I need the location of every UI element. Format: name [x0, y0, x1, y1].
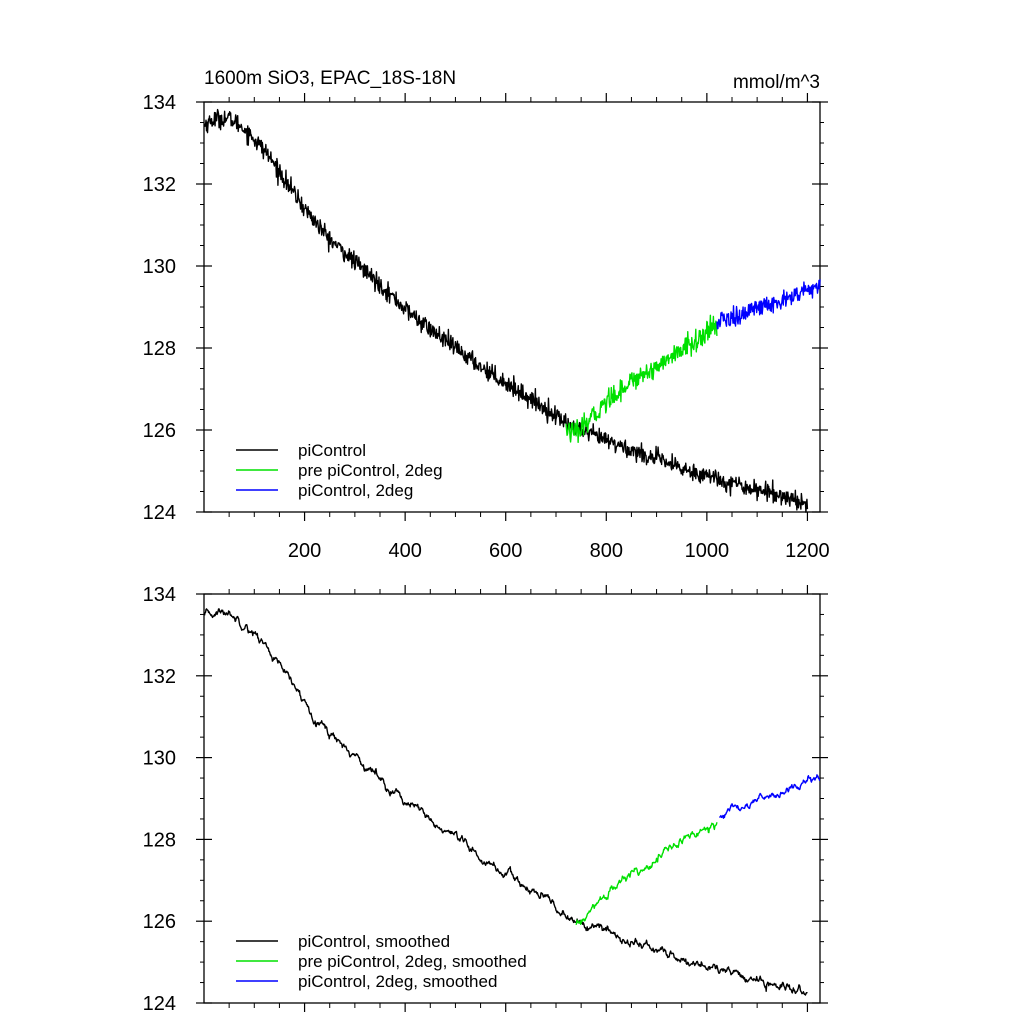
- y-tick-label: 126: [143, 420, 176, 442]
- x-tick-label: 600: [489, 540, 522, 562]
- y-tick-label: 124: [143, 502, 176, 524]
- series-line-1: [565, 314, 718, 444]
- bottom-panel: 124 126 128 130 132 134 piControl, smoothedpre…: [143, 584, 828, 1015]
- legend-label: piControl, smoothed: [298, 932, 450, 951]
- x-tick-label: 1000: [685, 540, 730, 562]
- y-tick-label: 130: [143, 748, 176, 770]
- series-line-2: [716, 279, 821, 330]
- legend-label: piControl, 2deg: [298, 481, 413, 500]
- series-line-1: [575, 822, 718, 926]
- x-tick-label: 800: [590, 540, 623, 562]
- legend-label: pre piControl, 2deg: [298, 461, 443, 480]
- y-tick-label: 126: [143, 911, 176, 933]
- legend-label: piControl, 2deg, smoothed: [298, 972, 497, 991]
- y-tick-label: 132: [143, 666, 176, 688]
- plot-frame: [203, 101, 821, 513]
- y-tick-label: 134: [143, 584, 176, 606]
- y-tick-label: 124: [143, 993, 176, 1015]
- y-tick-label: 134: [143, 92, 176, 114]
- x-tick-label: 400: [388, 540, 421, 562]
- legend-label: pre piControl, 2deg, smoothed: [298, 952, 527, 971]
- series-line-0: [203, 608, 808, 996]
- y-tick-label: 128: [143, 829, 176, 851]
- legend-label: piControl: [298, 441, 366, 460]
- plot-frame: [203, 593, 821, 1004]
- series-line-2: [718, 774, 821, 819]
- y-tick-label: 128: [143, 338, 176, 360]
- y-tick-label: 130: [143, 256, 176, 278]
- top-panel: 124 126 128 130 132 134 200 400 600 800 1000 1200 pi…: [143, 92, 830, 562]
- x-tick-label: 1200: [785, 540, 830, 562]
- units-label: mmol/m^3: [733, 72, 820, 93]
- x-tick-label: 200: [288, 540, 321, 562]
- y-tick-label: 132: [143, 174, 176, 196]
- chart-title: 1600m SiO3, EPAC_18S-18N: [204, 68, 456, 89]
- series-line-0: [203, 108, 809, 513]
